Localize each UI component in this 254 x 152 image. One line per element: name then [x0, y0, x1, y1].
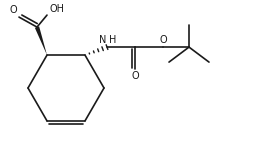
Text: O: O	[9, 5, 17, 15]
Text: H: H	[109, 35, 116, 45]
Text: OH: OH	[49, 4, 64, 14]
Text: O: O	[159, 35, 167, 45]
Text: N: N	[99, 35, 106, 45]
Polygon shape	[35, 26, 47, 55]
Text: O: O	[131, 71, 139, 81]
